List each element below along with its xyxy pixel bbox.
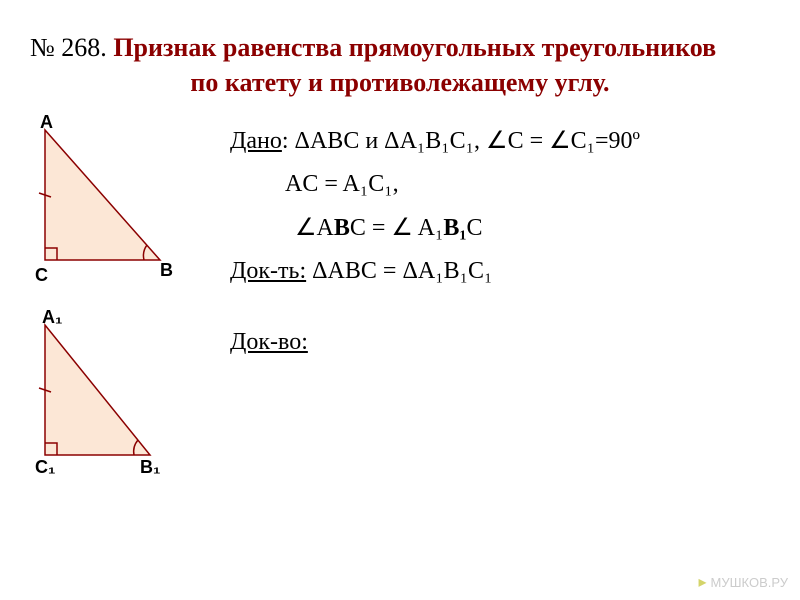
triangle-abc-svg <box>30 120 180 280</box>
proof-label: Док-во: <box>230 329 308 355</box>
given-content: : ΔABC и ΔA₁B₁C₁, ∠C = ∠C₁=90º <box>282 128 640 154</box>
triangle-a1b1c1: A₁ B₁ C₁ <box>30 315 210 475</box>
prove-content: ΔABC = ΔA₁B₁C₁ <box>306 258 492 284</box>
vertex-c1: C₁ <box>35 457 55 478</box>
vertex-b1: B₁ <box>140 457 160 478</box>
triangle-abc: A B C <box>30 120 210 280</box>
watermark-text: МУШКОВ.РУ <box>711 575 788 590</box>
proof-text: Дано: ΔABC и ΔA₁B₁C₁, ∠C = ∠C₁=90º AC = … <box>210 120 770 510</box>
watermark: ▸ МУШКОВ.РУ <box>699 572 789 592</box>
vertex-c: C <box>35 265 48 286</box>
given-line3: ∠ABC = ∠ A₁B₁C <box>230 207 770 250</box>
given-line2: AC = A₁C₁, <box>230 163 770 206</box>
diagram-column: A B C A₁ B₁ C₁ <box>30 120 210 510</box>
vertex-b: B <box>160 260 173 281</box>
title-line1: Признак равенства прямоугольных треуголь… <box>113 33 716 62</box>
given-label: Дано <box>230 128 282 154</box>
vertex-a1: A₁ <box>42 307 62 328</box>
vertex-a: A <box>40 112 53 133</box>
prove-label: Док-ть: <box>230 258 306 284</box>
watermark-icon: ▸ <box>699 572 707 592</box>
triangle-a1b1c1-svg <box>30 315 180 475</box>
problem-number: № 268. <box>30 33 107 62</box>
title-line2: по катету и противолежащему углу. <box>190 68 609 97</box>
